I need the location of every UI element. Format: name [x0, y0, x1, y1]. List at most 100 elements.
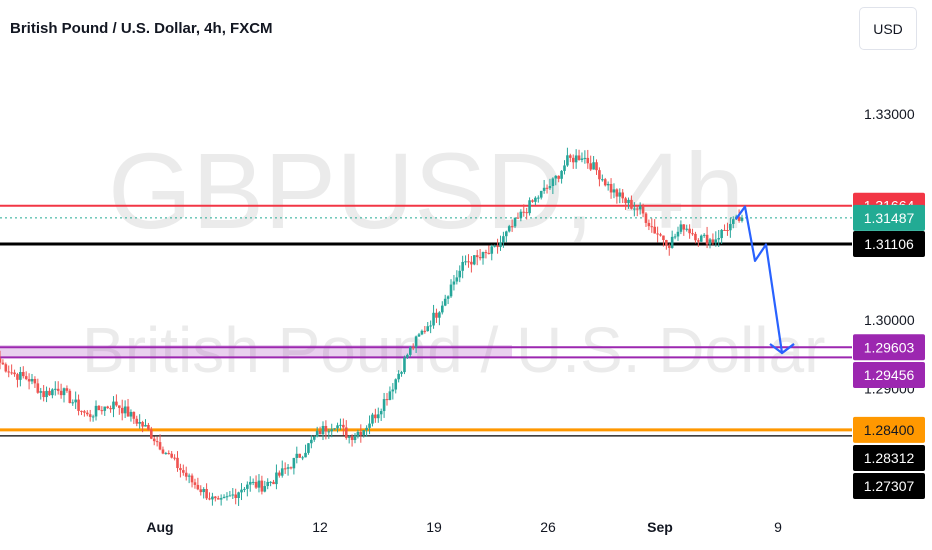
candle-body — [7, 371, 11, 373]
candle-body — [246, 484, 249, 489]
candle-body — [298, 453, 302, 458]
candle-body — [438, 312, 441, 318]
candle-body — [376, 414, 380, 419]
candle-body — [665, 240, 668, 246]
candle-body — [88, 414, 92, 417]
candle-body — [51, 389, 54, 396]
candle-body — [190, 475, 194, 483]
candle-body — [211, 496, 214, 500]
projection-arrow — [735, 205, 795, 355]
candle-body — [173, 457, 176, 459]
candle-body — [312, 436, 316, 440]
candle-body — [344, 427, 348, 438]
candle-body — [429, 325, 432, 327]
candle-body — [85, 412, 89, 415]
candle-body — [167, 453, 171, 455]
candle-body — [618, 192, 622, 197]
candle-body — [574, 155, 578, 163]
candle-body — [310, 439, 313, 444]
candle-body — [694, 233, 697, 241]
candle-body — [583, 157, 587, 159]
candle-body — [152, 438, 156, 442]
candle-body — [374, 414, 377, 419]
price-label-bg — [853, 334, 925, 361]
candle-body — [240, 489, 243, 493]
candle-body — [254, 481, 258, 488]
candle-body — [606, 183, 610, 186]
candle-body — [91, 416, 95, 418]
candle-body — [464, 261, 467, 263]
x-tick-label: 9 — [774, 519, 782, 535]
candle-body — [641, 205, 645, 214]
candle-body — [609, 183, 613, 193]
candle-body — [708, 239, 712, 245]
candle-body — [126, 406, 130, 417]
candle-body — [350, 436, 354, 441]
candle-body — [379, 411, 383, 415]
candle-body — [516, 217, 520, 219]
candle-body — [435, 312, 438, 318]
y-tick-label: 1.30000 — [864, 312, 915, 328]
watermark-name: British Pound / U.S. Dollar — [82, 314, 825, 386]
price-label-bg — [853, 362, 925, 388]
price-labels: 1.316641.314871.311061.296031.294561.284… — [853, 192, 925, 499]
candle-body — [263, 486, 267, 492]
candle-body — [467, 261, 470, 263]
candle-body — [30, 378, 34, 382]
candle-body — [705, 234, 709, 245]
candle-body — [13, 372, 16, 375]
candle-body — [216, 498, 220, 500]
candle-body — [80, 410, 83, 412]
candle-body — [475, 255, 479, 258]
candle-body — [164, 453, 168, 455]
candle-body — [248, 481, 252, 485]
candle-body — [71, 402, 75, 404]
candle-body — [182, 470, 185, 473]
candle-body — [150, 429, 153, 439]
candle-body — [714, 239, 718, 243]
price-label-bg — [853, 473, 925, 499]
candle-body — [502, 236, 505, 243]
candle-body — [580, 158, 584, 160]
candle-body — [109, 408, 112, 410]
price-label: 1.31106 — [864, 236, 914, 252]
candle-body — [205, 488, 208, 499]
candle-body — [365, 427, 368, 431]
candle-body — [135, 418, 139, 424]
price-label: 1.28400 — [864, 422, 915, 438]
candle-body — [499, 242, 502, 248]
candle-body — [667, 245, 671, 248]
currency-button[interactable]: USD — [859, 7, 917, 50]
candle-body — [603, 179, 607, 186]
candle-body — [269, 481, 272, 483]
candle-body — [487, 252, 491, 254]
candle-body — [327, 431, 331, 433]
x-tick-label: 12 — [312, 519, 328, 535]
candle-body — [280, 468, 284, 476]
candle-body — [505, 231, 508, 237]
candle-body — [339, 424, 342, 426]
candle-body — [711, 239, 715, 243]
candle-body — [4, 364, 8, 372]
candle-body — [10, 372, 13, 374]
candle-body — [484, 252, 488, 254]
candle-body — [278, 472, 281, 476]
candle-body — [333, 428, 336, 430]
candle-body — [563, 165, 566, 171]
candle-body — [577, 155, 581, 160]
candle-body — [228, 495, 232, 497]
candle-body — [103, 406, 107, 411]
candle-body — [566, 155, 569, 166]
candle-body — [222, 496, 226, 499]
candle-body — [537, 197, 540, 199]
candle-body — [324, 425, 328, 432]
candle-body — [359, 431, 363, 435]
candle-body — [702, 234, 706, 236]
candle-body — [161, 449, 165, 454]
candle-body — [112, 401, 115, 410]
candle-body — [589, 163, 592, 170]
candle-body — [106, 406, 109, 409]
candle-body — [179, 468, 182, 471]
watermark-symbol: GBPUSD, 4h — [108, 130, 744, 251]
x-tick-label: 19 — [426, 519, 442, 535]
